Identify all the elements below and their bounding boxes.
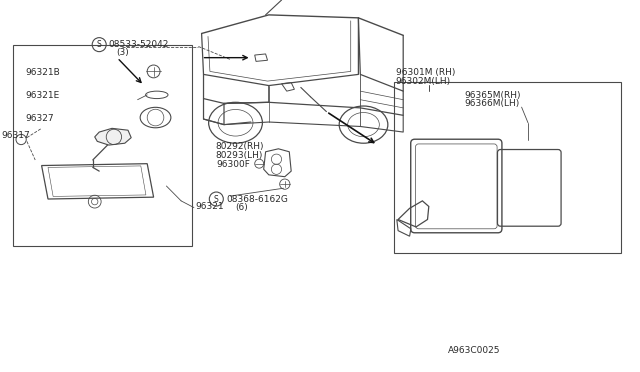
Bar <box>13 45 192 246</box>
Text: 96317: 96317 <box>1 131 30 140</box>
Text: 96302M(LH): 96302M(LH) <box>396 77 451 86</box>
Text: 96365M(RH): 96365M(RH) <box>464 92 520 100</box>
Text: 96321E: 96321E <box>26 92 60 100</box>
Polygon shape <box>95 128 131 145</box>
Text: (3): (3) <box>116 48 129 57</box>
Text: 96321B: 96321B <box>26 68 60 77</box>
Text: (6): (6) <box>236 203 248 212</box>
Text: 96300F: 96300F <box>216 160 250 169</box>
Text: S: S <box>214 195 219 203</box>
Text: 80292(RH): 80292(RH) <box>216 142 264 151</box>
Text: 96301M (RH): 96301M (RH) <box>396 68 455 77</box>
Text: 08533-52042: 08533-52042 <box>109 40 169 49</box>
Text: 96327: 96327 <box>26 114 54 123</box>
Text: 96366M(LH): 96366M(LH) <box>464 99 519 108</box>
Bar <box>394 82 621 253</box>
Text: 96321: 96321 <box>195 202 224 211</box>
Text: S: S <box>97 40 102 49</box>
Text: A963C0025: A963C0025 <box>448 346 500 355</box>
Text: 80293(LH): 80293(LH) <box>216 151 263 160</box>
Text: 08368-6162G: 08368-6162G <box>226 195 288 203</box>
